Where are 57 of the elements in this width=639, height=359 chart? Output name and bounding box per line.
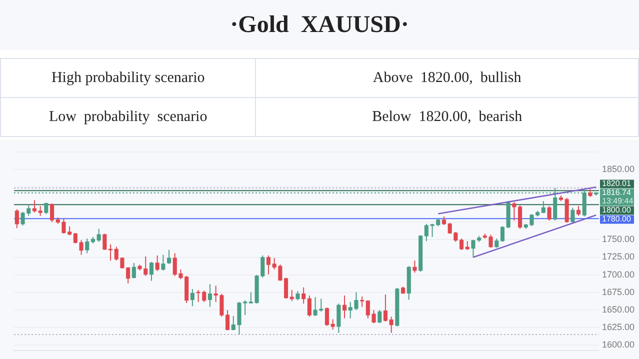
y-tick-label: 1675.00 (602, 286, 635, 297)
candlestick (459, 238, 464, 250)
chart-title: ·Gold XAUUSD· (0, 0, 639, 50)
candlestick (324, 307, 330, 326)
candlestick (564, 197, 569, 224)
candlestick (225, 310, 230, 331)
candlestick (342, 295, 347, 319)
y-tick-label: 1650.00 (602, 304, 635, 314)
candlestick (85, 238, 90, 254)
y-tick-label: 1750.00 (602, 234, 635, 244)
text: 13:49:44 (602, 196, 634, 206)
candlestick (494, 238, 499, 248)
y-tick-label: 1625.00 (602, 322, 635, 332)
ref-line-label: 1820.01 (602, 179, 632, 188)
y-tick-label: 1725.00 (602, 252, 635, 262)
text: Above 1820.00, bullish (256, 58, 638, 98)
candlestick (500, 226, 505, 242)
y-tick-label: 1600.00 (602, 339, 635, 350)
candlestick (44, 202, 48, 215)
text: High probability scenario (0, 58, 256, 98)
candlestick (132, 262, 136, 279)
text: Low probability scenario (0, 98, 256, 136)
y-tick-label: 1700.00 (602, 269, 635, 280)
candlestick (155, 254, 160, 272)
candlestick (102, 233, 107, 250)
candlestick (570, 207, 575, 224)
candlestick (96, 228, 101, 242)
candlestick (190, 288, 194, 307)
candlestick (32, 200, 37, 213)
ref-line-label: 1780.00 (602, 214, 632, 224)
candlestick (389, 316, 394, 334)
candlestick (166, 249, 172, 264)
candlestick (576, 206, 581, 216)
candlestick (518, 204, 522, 230)
candlestick (336, 303, 341, 334)
candlestick (38, 206, 42, 216)
ref-line-label: 1800.00 (602, 206, 632, 215)
candlestick (161, 254, 166, 271)
text: Below 1820.00, bearish (256, 98, 638, 136)
candlestick (383, 294, 388, 322)
ref-line-label: 1816.74 (602, 188, 632, 198)
candlestick (412, 260, 417, 274)
candlestick (541, 200, 546, 214)
candlestick (307, 295, 312, 318)
candlestick (512, 202, 516, 222)
candlestick (378, 310, 382, 324)
candlestick (149, 261, 154, 282)
candlestick (14, 208, 19, 229)
y-tick-label: 1850.00 (602, 164, 635, 174)
candlestick (360, 296, 364, 308)
candlestick (208, 284, 212, 308)
candlestick (266, 254, 271, 275)
candlestick (302, 286, 306, 304)
candlestick (284, 277, 288, 300)
candlestick (50, 202, 54, 223)
candlestick (547, 206, 552, 222)
candlestick (296, 290, 300, 301)
